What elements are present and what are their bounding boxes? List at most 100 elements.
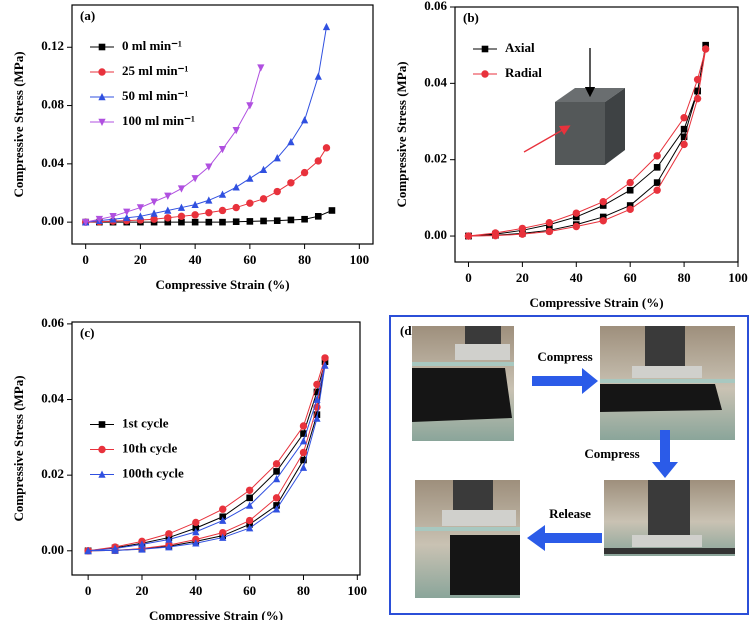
x-axis-label: Compressive Strain (%) [529, 295, 663, 310]
legend-label: 100 ml min⁻¹ [122, 113, 195, 128]
y-tick-label: 0.12 [41, 38, 64, 53]
step-label: Compress [537, 349, 592, 364]
legend-marker [98, 68, 106, 76]
marker [693, 75, 702, 84]
y-axis-label: Compressive Stress (MPa) [11, 375, 26, 521]
step-label: Compress [584, 446, 639, 461]
x-tick-label: 20 [516, 270, 529, 285]
marker [246, 524, 254, 532]
x-tick-label: 0 [465, 270, 472, 285]
y-tick-label: 0.00 [41, 213, 64, 228]
marker [246, 501, 254, 509]
marker [545, 227, 554, 236]
marker [259, 195, 268, 203]
marker [599, 202, 607, 209]
x-tick-label: 20 [134, 252, 147, 267]
x-tick-label: 80 [297, 583, 310, 598]
marker [272, 474, 281, 483]
marker [246, 199, 254, 207]
x-tick-label: 60 [243, 252, 256, 267]
marker [300, 430, 307, 437]
y-axis-label: Compressive Stress (MPa) [394, 61, 409, 207]
marker [518, 230, 527, 238]
x-tick-label: 20 [135, 583, 148, 598]
marker [165, 530, 173, 538]
marker [300, 168, 309, 177]
marker [245, 486, 254, 494]
legend-label: 0 ml min⁻¹ [122, 38, 182, 53]
marker [165, 535, 173, 543]
marker [246, 494, 253, 502]
marker [653, 179, 661, 186]
marker [177, 185, 186, 193]
y-tick-label: 0.08 [41, 97, 64, 112]
legend-marker [481, 45, 489, 53]
x-tick-label: 100 [728, 270, 748, 285]
marker [313, 395, 321, 403]
marker [464, 232, 473, 240]
marker [299, 463, 308, 471]
panel-d: (d) Comp [389, 315, 749, 615]
marker [287, 179, 295, 187]
marker [164, 214, 172, 222]
y-tick-label: 0.06 [41, 315, 64, 330]
marker [599, 213, 607, 221]
marker [164, 218, 172, 226]
marker [272, 494, 281, 502]
marker [177, 212, 186, 221]
marker [232, 127, 240, 135]
marker [218, 145, 227, 154]
marker [653, 186, 661, 194]
marker [246, 102, 254, 110]
marker [191, 175, 199, 183]
marker [272, 505, 281, 513]
x-tick-label: 40 [189, 583, 202, 598]
marker [150, 198, 158, 206]
marker [314, 157, 322, 165]
x-tick-label: 0 [82, 252, 89, 267]
marker [138, 545, 146, 553]
marker [313, 414, 321, 422]
marker [300, 116, 309, 124]
marker [82, 218, 90, 227]
marker [191, 211, 199, 219]
x-tick-label: 60 [243, 583, 256, 598]
marker [191, 218, 199, 226]
marker [313, 380, 321, 389]
marker [273, 468, 280, 475]
marker [150, 215, 158, 223]
marker [219, 218, 226, 226]
series-line [88, 365, 326, 552]
x-tick-label: 60 [624, 270, 637, 285]
legend-marker [481, 70, 489, 78]
photo [412, 326, 514, 441]
marker [299, 448, 308, 457]
arrow [652, 430, 678, 478]
marker [518, 224, 527, 233]
x-tick-label: 100 [350, 252, 370, 267]
marker [321, 361, 329, 369]
marker [626, 205, 634, 214]
marker [111, 546, 119, 554]
panel-d-border [389, 315, 749, 615]
x-axis-label: Compressive Strain (%) [155, 277, 289, 292]
marker [84, 546, 92, 555]
legend-label: 1st cycle [122, 415, 169, 430]
marker [257, 64, 265, 72]
marker [321, 354, 329, 362]
marker [136, 204, 145, 212]
legend-label: 50 ml min⁻¹ [122, 88, 188, 103]
marker [287, 138, 295, 146]
marker [191, 200, 199, 208]
marker [219, 516, 227, 524]
marker [599, 197, 607, 206]
marker [572, 213, 580, 221]
marker [301, 215, 308, 223]
marker [246, 218, 254, 225]
marker [192, 527, 200, 536]
marker [287, 216, 295, 224]
marker [314, 72, 322, 80]
marker [95, 215, 103, 224]
marker [205, 218, 213, 226]
marker [246, 174, 254, 182]
